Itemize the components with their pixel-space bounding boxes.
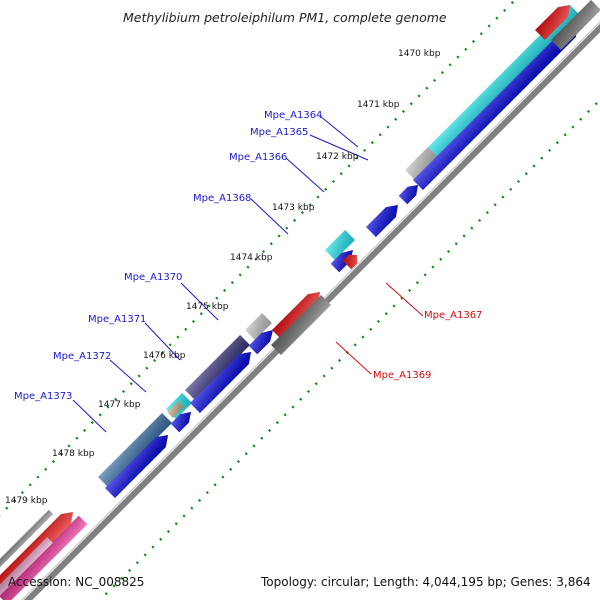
tick-label: 1471 kbp bbox=[357, 100, 400, 110]
tick-label: 1473 kbp bbox=[272, 203, 315, 213]
backbone-line bbox=[23, 23, 600, 600]
cds-forward bbox=[413, 25, 578, 190]
cog-feature bbox=[245, 313, 272, 340]
gene-label[interactable]: Mpe_A1368 bbox=[193, 193, 251, 204]
cog-feature-shade bbox=[325, 230, 355, 260]
cds-forward-shade bbox=[413, 25, 578, 190]
cds-forward-shade bbox=[398, 185, 418, 205]
cds-reverse bbox=[272, 292, 320, 340]
cog-feature-shade bbox=[167, 401, 184, 418]
gene-label[interactable]: Mpe_A1369 bbox=[373, 370, 431, 381]
tick-label: 1477 kbp bbox=[98, 400, 141, 410]
cog-feature-shade bbox=[410, 5, 580, 175]
callout-line bbox=[319, 115, 359, 148]
cog-feature-shade bbox=[245, 313, 272, 340]
callout-line bbox=[385, 282, 424, 317]
tick-label: 1475 kbp bbox=[186, 302, 229, 312]
tick-label: 1470 kbp bbox=[398, 49, 441, 59]
genome-stats-text: Topology: circular; Length: 4,044,195 bp… bbox=[260, 575, 591, 589]
gene-labels: Mpe_A1364 Mpe_A1365 Mpe_A1366 Mpe_A1368 … bbox=[14, 110, 482, 402]
cds-forward bbox=[330, 250, 353, 273]
callout-line bbox=[144, 322, 181, 361]
cog-feature bbox=[185, 335, 250, 400]
cog-feature-shade bbox=[185, 335, 250, 400]
callout-line bbox=[109, 359, 147, 393]
cds-reverse-shade bbox=[535, 5, 570, 40]
map-title: Methylibium petroleiphilum PM1, complete… bbox=[123, 10, 447, 25]
cds-forward bbox=[398, 185, 418, 205]
reverse-cog-shade bbox=[271, 295, 331, 355]
cds-forward bbox=[366, 204, 399, 237]
callout-line bbox=[285, 157, 325, 193]
reverse-cog-shade bbox=[551, 0, 600, 50]
backbone-extension bbox=[0, 509, 54, 600]
cds-forward-shade bbox=[248, 329, 274, 355]
reverse-cog bbox=[271, 295, 331, 355]
cds-forward-shade bbox=[190, 351, 252, 413]
gene-label[interactable]: Mpe_A1373 bbox=[14, 391, 72, 402]
cds-forward-shade bbox=[170, 412, 191, 433]
cds-forward-shade bbox=[330, 250, 353, 273]
cds-reverse bbox=[342, 254, 358, 270]
callout-line bbox=[309, 134, 369, 161]
accession-text: Accession: NC_008825 bbox=[8, 575, 144, 589]
cog-feature bbox=[98, 413, 172, 487]
dotted-ring-outer bbox=[98, 98, 600, 600]
gene-label[interactable]: Mpe_A1371 bbox=[88, 314, 146, 325]
callout-line bbox=[180, 282, 219, 321]
cds-reverse bbox=[0, 537, 53, 600]
cds-forward bbox=[105, 434, 169, 498]
backbone-extension-shade bbox=[0, 509, 54, 600]
cds-reverse-shade bbox=[0, 515, 88, 600]
cog-feature bbox=[405, 147, 438, 180]
cds-forward bbox=[248, 329, 274, 355]
cog-feature-shade bbox=[98, 413, 172, 487]
cds-reverse bbox=[535, 5, 570, 40]
cog-feature-shade bbox=[405, 147, 438, 180]
cds-reverse-shade bbox=[342, 254, 358, 270]
callout-line bbox=[335, 341, 372, 375]
cds-forward-shade bbox=[366, 204, 399, 237]
gene-label[interactable]: Mpe_A1372 bbox=[53, 351, 111, 362]
gene-label[interactable]: Mpe_A1370 bbox=[124, 272, 182, 283]
cds-reverse-shade bbox=[0, 537, 53, 600]
tick-label: 1472 kbp bbox=[316, 152, 359, 162]
gene-label[interactable]: Mpe_A1366 bbox=[229, 152, 287, 163]
gene-callout-lines bbox=[72, 115, 424, 433]
cds-reverse-shade bbox=[272, 292, 320, 340]
gene-label[interactable]: Mpe_A1364 bbox=[264, 110, 322, 121]
cds-forward-shade bbox=[105, 434, 169, 498]
tick-label: 1476 kbp bbox=[143, 351, 186, 361]
callout-line bbox=[72, 399, 107, 433]
cds-reverse bbox=[0, 515, 88, 600]
tick-labels: 1470 kbp 1471 kbp 1472 kbp 1473 kbp 1474… bbox=[5, 49, 441, 506]
cog-feature bbox=[167, 401, 184, 418]
dotted-ring-inner bbox=[0, 0, 517, 517]
cog-feature bbox=[410, 5, 580, 175]
callout-line bbox=[250, 198, 289, 235]
cog-feature bbox=[325, 230, 355, 260]
tick-label: 1479 kbp bbox=[5, 496, 48, 506]
tick-label: 1474 kbp bbox=[230, 253, 273, 263]
cds-forward bbox=[170, 412, 191, 433]
reverse-cog bbox=[551, 0, 600, 50]
tick-label: 1478 kbp bbox=[52, 449, 95, 459]
gene-label[interactable]: Mpe_A1367 bbox=[424, 310, 482, 321]
gene-label[interactable]: Mpe_A1365 bbox=[250, 127, 308, 138]
cds-forward bbox=[190, 351, 252, 413]
